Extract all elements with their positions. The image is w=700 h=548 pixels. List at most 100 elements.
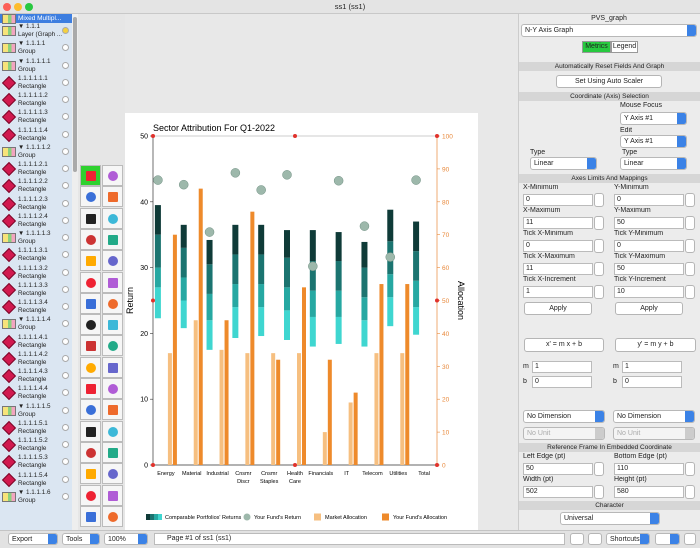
field-input[interactable]: 0 xyxy=(523,240,593,252)
tool-button[interactable] xyxy=(80,420,101,442)
tree-item-id[interactable]: 1.1.1.1.4.3 xyxy=(18,368,48,375)
visibility-radio[interactable] xyxy=(62,165,69,172)
field-input[interactable]: 1 xyxy=(523,286,593,298)
visibility-radio[interactable] xyxy=(62,61,69,69)
tool-button[interactable] xyxy=(80,228,101,250)
apply-x-button[interactable]: Apply xyxy=(524,302,592,315)
visibility-radio[interactable] xyxy=(62,199,69,207)
visibility-radio[interactable] xyxy=(62,320,69,328)
field-input[interactable]: 110 xyxy=(614,463,684,475)
tree-item-id[interactable]: 1.1.1.1.5.2 xyxy=(18,437,48,444)
tree-item-id[interactable]: ▼ 1.1.1.1.5 xyxy=(18,402,51,410)
tree-item-id[interactable]: ▼ 1.1.1.1.2 xyxy=(18,143,51,151)
field-input[interactable]: 50 xyxy=(523,463,593,475)
y-type-select[interactable]: Linear xyxy=(620,157,687,170)
tab-metrics[interactable]: Metrics xyxy=(582,41,611,53)
tree-item-kind[interactable]: Rectangle xyxy=(18,479,47,487)
visibility-radio[interactable] xyxy=(62,251,69,259)
tab-legend[interactable]: Legend xyxy=(611,41,638,53)
tree-item-kind[interactable]: Rectangle xyxy=(18,272,47,280)
tree-item-id[interactable]: 1.1.1.1.3.2 xyxy=(18,264,48,272)
tree-item-id[interactable]: 1.1.1.1.4.2 xyxy=(18,350,48,358)
field-input[interactable]: 50 xyxy=(614,263,684,275)
tree-row-selected[interactable] xyxy=(0,14,72,23)
tree-item-id[interactable]: 1.1.1.1.1.4 xyxy=(18,126,48,134)
stepper[interactable] xyxy=(685,216,695,230)
stepper[interactable] xyxy=(594,216,604,230)
visibility-radio[interactable] xyxy=(62,354,69,362)
tool-button[interactable] xyxy=(102,420,123,442)
visibility-radio[interactable] xyxy=(62,147,69,155)
stepper[interactable] xyxy=(594,239,604,253)
tool-button[interactable] xyxy=(102,250,123,272)
tool-button[interactable] xyxy=(80,292,101,314)
visibility-radio[interactable] xyxy=(62,285,69,293)
field-input[interactable]: 1 xyxy=(622,361,682,373)
visibility-radio[interactable] xyxy=(62,406,69,414)
tree-item-kind[interactable]: Group xyxy=(18,151,36,159)
edit-select[interactable]: Y Axis #1 xyxy=(620,135,687,148)
stepper[interactable] xyxy=(594,193,604,207)
dimension-select[interactable]: No Dimension xyxy=(523,410,605,423)
visibility-radio[interactable] xyxy=(62,389,69,397)
x-map-button[interactable]: x' = m x + b xyxy=(524,338,604,352)
tool-button[interactable] xyxy=(102,505,123,527)
tree-item-kind[interactable]: Group xyxy=(18,238,36,245)
tree-item-kind[interactable]: Rectangle xyxy=(18,134,47,142)
stepper[interactable] xyxy=(685,193,695,207)
visibility-radio[interactable] xyxy=(62,423,69,431)
x-type-select[interactable]: Linear xyxy=(530,157,597,170)
tool-button[interactable] xyxy=(102,292,123,314)
page-field[interactable]: Page #1 of ss1 (ss1) xyxy=(154,533,565,545)
tool-button[interactable] xyxy=(80,399,101,421)
tree-item-id[interactable]: 1.1.1.1.2.3 xyxy=(18,195,48,203)
tree-item-kind[interactable]: Rectangle xyxy=(18,376,47,383)
tool-button[interactable] xyxy=(102,314,123,336)
tool-button[interactable] xyxy=(102,484,123,506)
minimize-button[interactable] xyxy=(14,3,22,11)
visibility-radio[interactable] xyxy=(62,458,69,466)
stepper[interactable] xyxy=(594,485,604,499)
tree-item-kind[interactable]: Rectangle xyxy=(18,255,47,263)
visibility-radio[interactable] xyxy=(62,27,69,34)
visibility-radio[interactable] xyxy=(62,78,69,86)
tool-button[interactable] xyxy=(80,207,101,229)
visibility-radio[interactable] xyxy=(62,113,69,121)
tree-item-kind[interactable]: Rectangle xyxy=(18,289,47,297)
tool-button[interactable] xyxy=(80,484,101,506)
visibility-radio[interactable] xyxy=(62,234,69,241)
tool-button[interactable] xyxy=(80,250,101,272)
shortcuts-select[interactable]: Shortcuts xyxy=(606,533,650,545)
tool-button[interactable] xyxy=(80,441,101,463)
tree-item-id[interactable]: 1.1.1.1.1.1 xyxy=(18,74,48,82)
auto-scaler-button[interactable]: Set Using Auto Scaler xyxy=(556,75,662,88)
tool-button[interactable] xyxy=(80,505,101,527)
snap-toggle[interactable] xyxy=(588,533,602,545)
tree-item-id[interactable]: ▼ 1.1.1.1.4 xyxy=(18,316,51,324)
tool-button[interactable] xyxy=(102,207,123,229)
tree-item-id[interactable]: 1.1.1.1.2.1 xyxy=(18,161,48,168)
field-input[interactable]: 0 xyxy=(622,376,682,388)
field-input[interactable]: 11 xyxy=(523,217,593,229)
field-input[interactable]: 0 xyxy=(532,376,592,388)
tool-button[interactable] xyxy=(80,186,101,208)
tree-item-kind[interactable]: Rectangle xyxy=(18,220,47,228)
tool-button[interactable] xyxy=(102,378,123,399)
stepper[interactable] xyxy=(685,485,695,499)
tree-item-id[interactable]: ▼ 1.1.1 xyxy=(18,23,40,30)
tool-button[interactable] xyxy=(102,228,123,250)
tree-item-id[interactable]: 1.1.1.1.4.1 xyxy=(18,333,48,341)
visibility-radio[interactable] xyxy=(62,96,69,103)
tool-button[interactable] xyxy=(80,335,101,357)
tree-item-kind[interactable]: Rectangle xyxy=(18,169,47,176)
tree-item-id[interactable]: 1.1.1.1.4.4 xyxy=(18,385,48,393)
field-input[interactable]: 502 xyxy=(523,486,593,498)
tree-item-id[interactable]: 1.1.1.1.1.3 xyxy=(18,109,48,117)
field-input[interactable]: 0 xyxy=(614,240,684,252)
tree-item-kind[interactable]: Group xyxy=(18,496,36,504)
tool-button[interactable] xyxy=(80,314,101,336)
tree-item-id[interactable]: 1.1.1.1.5.1 xyxy=(18,419,48,427)
zoom-button[interactable] xyxy=(25,3,33,11)
dimension-select[interactable]: No Dimension xyxy=(613,410,695,423)
tree-item-kind[interactable]: Rectangle xyxy=(18,307,47,314)
